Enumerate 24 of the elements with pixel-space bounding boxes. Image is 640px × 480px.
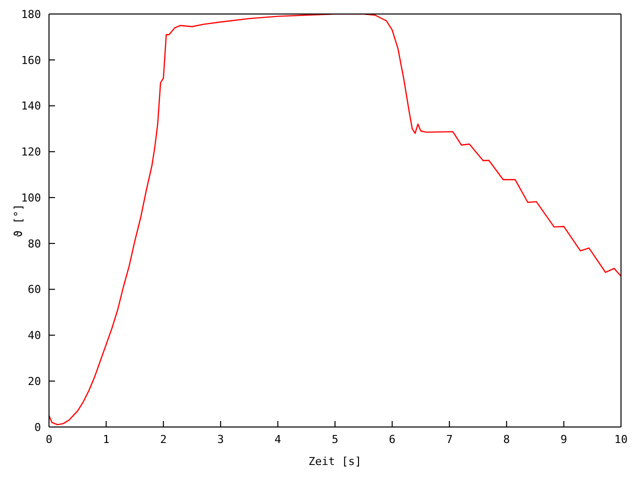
line-series: [49, 14, 621, 426]
x-tick-label: 2: [160, 432, 167, 446]
x-tick-label: 7: [446, 432, 453, 446]
y-tick-label: 60: [28, 283, 41, 296]
y-tick-label: 160: [21, 54, 41, 67]
x-tick-label: 4: [274, 432, 282, 446]
y-tick-label: 120: [21, 146, 41, 159]
y-tick-label: 80: [28, 237, 41, 250]
x-tick-label: 10: [614, 432, 628, 446]
y-tick-label: 100: [21, 191, 41, 204]
x-axis-title: Zeit [s]: [308, 455, 362, 468]
y-tick-label: 0: [34, 420, 41, 434]
y-tick-label: 40: [28, 329, 41, 342]
x-tick-label: 0: [46, 432, 52, 446]
x-tick-label: 1: [102, 432, 110, 446]
y-tick-label: 20: [28, 375, 41, 388]
x-tick-label: 9: [560, 432, 568, 446]
y-axis-title: ϑ [°]: [12, 204, 25, 238]
x-tick-label: 6: [388, 432, 396, 446]
y-tick-label: 180: [21, 8, 41, 21]
x-tick-label: 3: [217, 432, 224, 446]
x-tick-label: 8: [503, 432, 510, 446]
y-tick-label: 140: [21, 100, 41, 113]
x-tick-label: 5: [332, 432, 338, 446]
